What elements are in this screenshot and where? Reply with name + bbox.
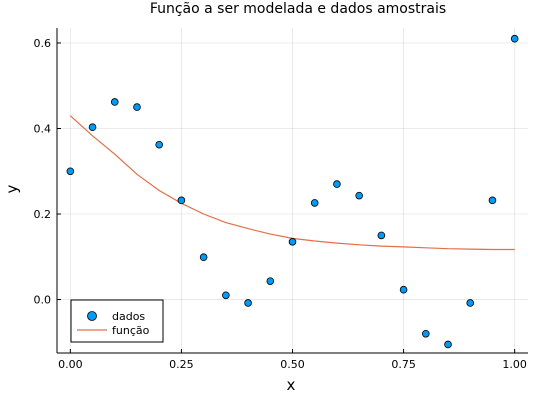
plot-area	[66, 34, 519, 349]
legend-label-funcao: função	[112, 324, 150, 337]
x-tick-label: 0.50	[280, 358, 305, 371]
data-point	[110, 98, 119, 106]
y-tick-label: 0.0	[34, 294, 52, 307]
data-point	[133, 103, 141, 111]
legend-marker-dados	[87, 311, 97, 321]
data-point	[422, 329, 430, 338]
y-tick-label: 0.4	[34, 122, 52, 135]
legend-label-dados: dados	[112, 310, 145, 323]
x-tick-label: 1.00	[502, 358, 527, 371]
legend-box	[70, 299, 164, 343]
y-tick-label: 0.6	[34, 37, 52, 50]
data-point	[310, 199, 319, 207]
data-point	[177, 196, 186, 205]
data-point	[199, 253, 208, 262]
y-axis-title: y	[3, 184, 21, 193]
x-tick-label: 0.00	[58, 358, 83, 371]
data-point	[244, 299, 252, 307]
data-point	[444, 340, 452, 349]
y-tick-label: 0.2	[34, 208, 52, 221]
y-axis-ticks: 0.0 0.2 0.4 0.6	[34, 37, 61, 307]
data-point	[399, 285, 408, 294]
data-point	[355, 191, 363, 200]
data-point	[266, 277, 275, 285]
data-point	[377, 231, 386, 240]
x-tick-label: 0.75	[391, 358, 416, 371]
legend: dados função	[70, 299, 164, 343]
x-tick-label: 0.25	[169, 358, 194, 371]
x-axis-ticks: 0.00 0.25 0.50 0.75 1.00	[58, 349, 527, 371]
data-point	[510, 34, 519, 43]
data-point	[288, 238, 297, 246]
x-axis-title: x	[287, 376, 296, 394]
data-point	[488, 196, 497, 205]
data-point	[66, 167, 75, 176]
chart-title: Função a ser modelada e dados amostrais	[150, 1, 446, 17]
data-point	[333, 180, 341, 188]
data-point	[222, 291, 230, 300]
data-point	[466, 299, 475, 307]
data-point	[155, 140, 163, 149]
data-point	[88, 123, 97, 132]
